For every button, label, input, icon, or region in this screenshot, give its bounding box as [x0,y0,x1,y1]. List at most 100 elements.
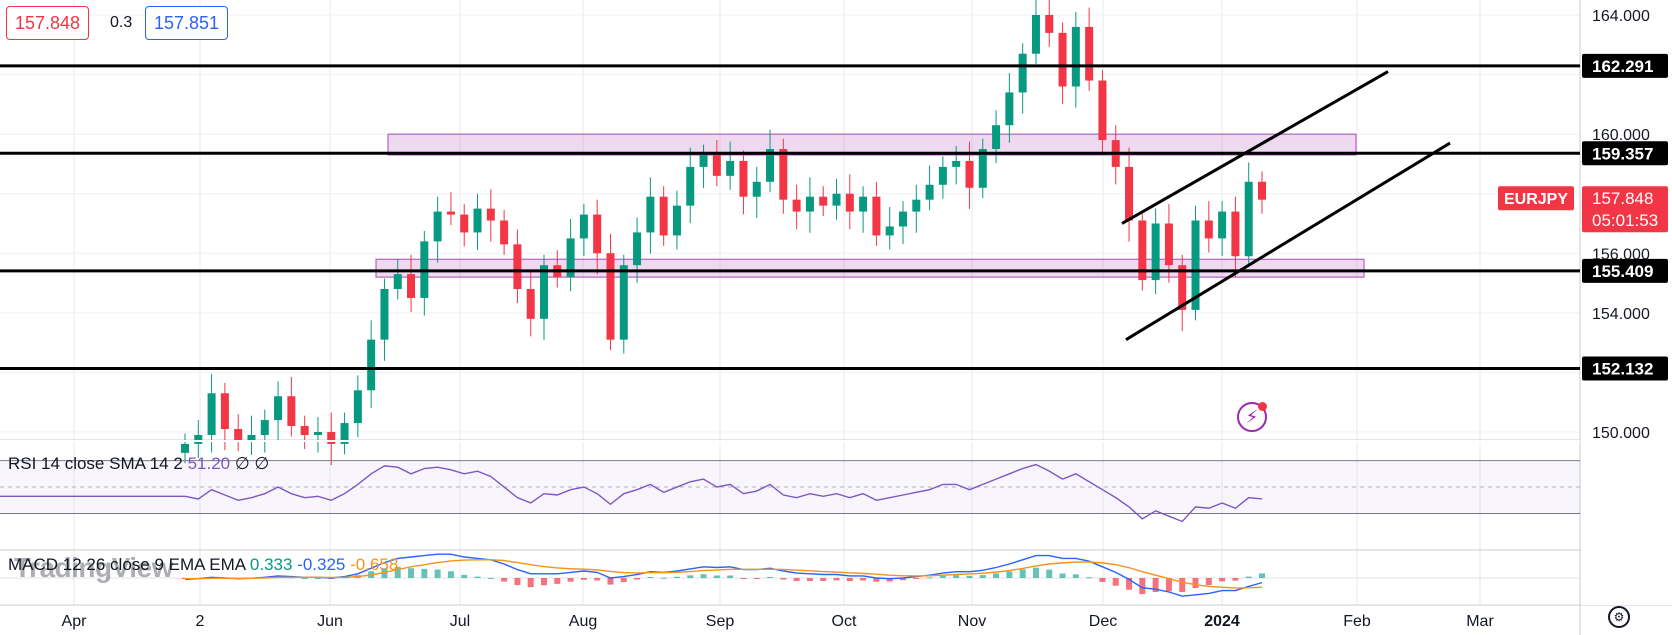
candle-40 [712,140,721,187]
candle-30 [579,204,588,256]
candle-body-79 [1231,211,1240,257]
candle-body-80 [1244,181,1253,257]
x-tick-label-10: Feb [1343,613,1371,630]
macd-hist-bar-56 [926,577,933,579]
x-tick-label-8: Dec [1089,613,1117,630]
candle-body-81 [1258,181,1266,200]
macd-hist-bar-16 [394,566,401,578]
macd-hist-bar-70 [1112,578,1119,586]
macd-hist-bar-22 [474,576,481,578]
candle-body-54 [899,211,907,227]
spread-value: 0.3 [110,14,133,31]
candle-body-44 [766,149,775,182]
candles [181,0,1266,466]
macd-hist-bar-55 [913,578,920,579]
candle-18 [420,230,429,316]
candle-48 [819,186,828,217]
macd-hist-bar-48 [820,578,827,581]
macd-hist-bar-53 [886,578,893,582]
macd-hist-bar-46 [793,578,800,581]
macd-hist-bar-68 [1086,577,1093,579]
settings-icon[interactable]: ⚙ [1608,606,1630,628]
macd-legend-title: MACD 12 26 close 9 EMA EMA [8,555,246,574]
level-tag-0: 162.291 [1592,57,1653,76]
candle-body-34 [633,232,642,266]
x-tick-label-3: Jul [450,613,470,630]
candle-body-25 [513,244,522,290]
candle-body-20 [446,211,455,215]
time-axis: Apr 2 Jun Jul Aug Sep Oct Nov Dec 2024 Feb Mar [62,613,1495,630]
candle-body-10 [313,432,322,435]
candle-body-56 [925,184,934,200]
macd-hist-bar-44 [767,577,774,579]
macd-signal-line [185,559,1263,589]
candle-body-17 [407,274,416,298]
macd-hist-bar-27 [541,578,547,586]
macd-hist-value: 0.333 [249,555,293,574]
x-tick-label-2: Jun [317,613,343,630]
macd-hist-bar-29 [567,578,574,582]
y-tick-label-5: 160.000 [1592,127,1650,144]
rsi-legend-title: RSI 14 close SMA 14 2 [8,454,183,473]
price-tag-value: 157.848 [1592,189,1653,208]
bid-price-box[interactable]: 157.848 [6,6,90,40]
candle-52 [872,181,881,246]
candle-body-37 [672,205,681,236]
candle-5 [247,415,256,455]
macd-line [184,553,1263,597]
ask-price-box[interactable]: 157.851 [145,6,229,40]
candle-54 [899,201,907,245]
candle-35 [646,177,655,254]
candle-0 [181,433,189,464]
candle-1 [194,420,203,458]
macd-hist-bar-69 [1099,578,1106,582]
candle-42 [739,150,748,215]
macd-hist-bar-81 [1259,573,1265,578]
rsi-legend[interactable]: RSI 14 close SMA 14 2 51.20 ∅ ∅ [8,454,269,474]
candle-body-55 [912,199,921,212]
macd-hist-bar-73 [1152,578,1159,592]
macd-hist-bar-66 [1059,573,1066,578]
candle-24 [500,210,509,255]
candle-body-67 [1071,26,1080,87]
macd-hist-bar-63 [1019,569,1026,578]
price-tag-bg [1582,186,1668,233]
macd-hist-bar-45 [780,578,787,580]
candle-body-39 [699,154,708,167]
candle-57 [938,156,947,199]
flash-icon[interactable]: ⚡ [1237,402,1267,432]
macd-hist-bar-43 [753,578,760,579]
candle-49 [832,178,841,220]
macd-pane: 0.000 [0,553,1632,597]
candle-77 [1204,201,1213,253]
candle-body-4 [234,429,243,441]
candle-65 [1045,0,1054,47]
candle-13 [353,375,362,438]
candle-16 [393,259,402,300]
macd-hist-bar-25 [514,578,521,585]
candle-body-8 [287,396,296,427]
candle-body-1 [194,434,203,444]
macd-hist-bar-52 [873,578,880,582]
macd-hist-bar-64 [1032,567,1039,578]
level-tag-1: 159.357 [1592,144,1653,163]
x-tick-label-5: Sep [706,613,735,630]
candle-12 [340,412,349,455]
candle-15 [380,278,389,361]
candle-body-13 [353,390,362,424]
candle-8 [287,376,296,437]
channel-lines [1121,70,1451,341]
rsi-extras: ∅ ∅ [234,454,270,473]
y-tick-label-0: 150.000 [1592,425,1650,442]
macd-hist-bar-31 [594,578,601,581]
channel-line-1 [1125,141,1451,341]
macd-hist-bar-42 [740,578,747,579]
macd-hist-bar-32 [607,578,614,585]
macd-legend[interactable]: MACD 12 26 close 9 EMA EMA 0.333 -0.325 … [8,555,398,575]
candle-body-41 [726,160,735,176]
candle-body-51 [859,196,868,212]
candle-body-0 [181,443,189,453]
